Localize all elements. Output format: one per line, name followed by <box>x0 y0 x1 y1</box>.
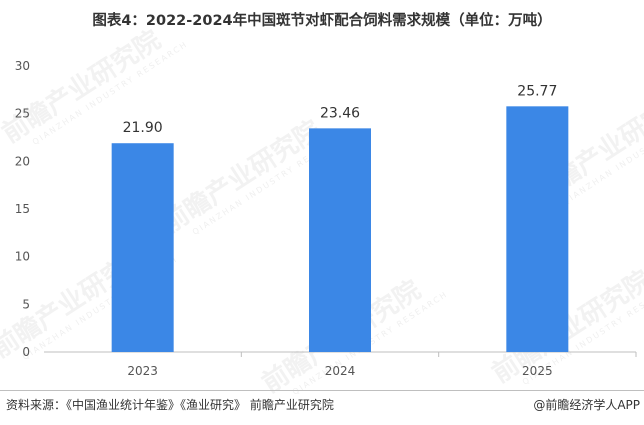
bar-2025 <box>506 106 569 353</box>
source-note: 资料来源：《中国渔业统计年鉴》《渔业研究》 前瞻产业研究院 <box>6 398 334 412</box>
y-tick-label: 20 <box>15 154 30 168</box>
y-tick-label: 30 <box>15 59 30 73</box>
brand-credit: @前瞻经济学人APP <box>533 398 640 412</box>
data-label: 21.90 <box>123 120 163 136</box>
x-tick-label: 2024 <box>325 364 356 378</box>
footer-divider <box>0 390 644 391</box>
y-tick-label: 25 <box>15 107 30 121</box>
data-label: 23.46 <box>320 105 360 121</box>
y-tick-label: 5 <box>22 297 30 311</box>
x-tick-label: 2025 <box>522 364 553 378</box>
footer: 资料来源：《中国渔业统计年鉴》《渔业研究》 前瞻产业研究院 @前瞻经济学人APP <box>0 396 644 416</box>
y-tick-label: 15 <box>15 202 30 216</box>
y-tick-label: 10 <box>15 250 30 264</box>
x-tick-label: 2023 <box>127 364 158 378</box>
data-label: 25.77 <box>517 83 557 99</box>
bar-2023 <box>111 143 174 352</box>
bar-2024 <box>309 128 371 352</box>
y-tick-label: 0 <box>22 345 30 359</box>
chart-title: 图表4：2022-2024年中国斑节对虾配合饲料需求规模（单位：万吨） <box>92 13 552 29</box>
